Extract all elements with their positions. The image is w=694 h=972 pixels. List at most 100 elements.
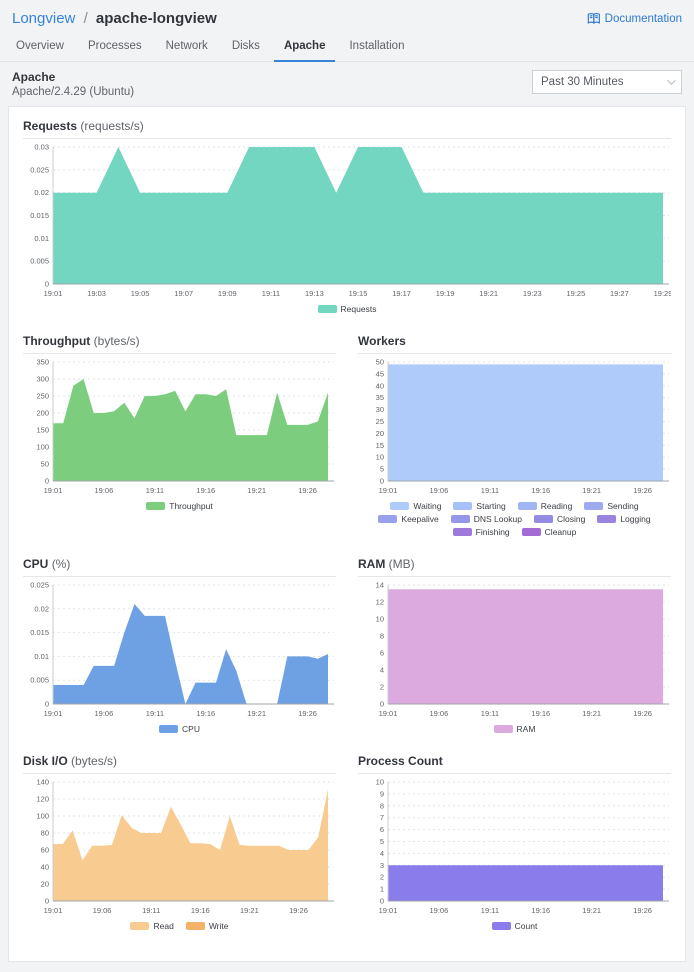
svg-text:10: 10	[376, 778, 384, 787]
svg-text:1: 1	[380, 885, 384, 894]
svg-text:5: 5	[380, 465, 384, 474]
legend-swatch	[159, 725, 178, 733]
tab-disks[interactable]: Disks	[222, 33, 270, 62]
cpu-chart-title: CPU (%)	[23, 551, 336, 577]
svg-text:8: 8	[380, 632, 384, 641]
apache-version: Apache/2.4.29 (Ubuntu)	[12, 86, 134, 98]
svg-text:15: 15	[376, 441, 384, 450]
svg-text:50: 50	[41, 460, 49, 469]
svg-text:19:11: 19:11	[262, 289, 280, 298]
chevron-down-icon	[667, 76, 675, 84]
svg-text:0.02: 0.02	[34, 604, 49, 613]
legend-item-throughput: Throughput	[146, 501, 212, 511]
svg-text:19:16: 19:16	[191, 906, 210, 915]
legend-item-write: Write	[186, 921, 229, 931]
time-range-select[interactable]: Past 30 Minutes	[532, 70, 682, 94]
tabs-bar: Overview Processes Network Disks Apache …	[0, 33, 694, 62]
svg-text:20: 20	[41, 880, 49, 889]
svg-text:19:17: 19:17	[392, 289, 411, 298]
legend-label: Reading	[541, 501, 573, 511]
svg-text:0: 0	[45, 280, 49, 289]
legend-swatch	[453, 502, 472, 510]
legend-label: Sending	[607, 501, 638, 511]
svg-text:0: 0	[380, 897, 384, 906]
tab-overview[interactable]: Overview	[6, 33, 74, 62]
breadcrumb: Longview / apache-longview	[12, 10, 217, 27]
svg-text:0: 0	[45, 897, 49, 906]
legend-swatch	[130, 922, 149, 930]
svg-text:250: 250	[36, 392, 49, 401]
svg-text:19:05: 19:05	[131, 289, 150, 298]
svg-text:0.02: 0.02	[34, 188, 49, 197]
legend-item-read: Read	[130, 921, 173, 931]
svg-text:25: 25	[376, 417, 384, 426]
svg-text:19:16: 19:16	[196, 709, 215, 718]
legend-swatch	[494, 725, 513, 733]
svg-text:19:11: 19:11	[146, 709, 164, 718]
legend-label: Read	[153, 921, 173, 931]
svg-text:100: 100	[36, 443, 49, 452]
legend-label: Logging	[620, 514, 650, 524]
svg-text:19:21: 19:21	[582, 486, 601, 495]
svg-text:0.025: 0.025	[30, 165, 49, 174]
ram-legend: RAM	[358, 724, 671, 734]
svg-text:19:06: 19:06	[93, 906, 112, 915]
svg-text:6: 6	[380, 649, 384, 658]
chart-title-text: RAM	[358, 557, 385, 571]
legend-swatch	[318, 305, 337, 313]
svg-text:19:26: 19:26	[298, 709, 317, 718]
svg-text:19:11: 19:11	[146, 486, 164, 495]
svg-text:0.03: 0.03	[34, 143, 49, 152]
svg-text:19:06: 19:06	[430, 709, 449, 718]
legend-swatch	[453, 528, 472, 536]
legend-item-count: Count	[492, 921, 538, 931]
legend-swatch	[522, 528, 541, 536]
svg-text:35: 35	[376, 393, 384, 402]
svg-text:350: 350	[36, 358, 49, 367]
svg-text:100: 100	[36, 812, 49, 821]
chart-title-text: CPU	[23, 557, 48, 571]
svg-text:30: 30	[376, 405, 384, 414]
svg-text:19:21: 19:21	[247, 709, 266, 718]
chart-title-text: Process Count	[358, 754, 443, 768]
legend-item-ram: RAM	[494, 724, 536, 734]
legend-label: Write	[209, 921, 229, 931]
svg-text:0: 0	[45, 477, 49, 486]
svg-text:19:01: 19:01	[379, 906, 398, 915]
legend-label: Finishing	[476, 527, 510, 537]
breadcrumb-longview-link[interactable]: Longview	[12, 10, 75, 27]
breadcrumb-separator: /	[84, 10, 88, 27]
legend-item-cpu: CPU	[159, 724, 200, 734]
svg-text:19:16: 19:16	[196, 486, 215, 495]
svg-text:19:06: 19:06	[430, 906, 449, 915]
legend-label: Closing	[557, 514, 585, 524]
legend-label: Cleanup	[545, 527, 577, 537]
svg-text:10: 10	[376, 615, 384, 624]
documentation-link[interactable]: Documentation	[587, 12, 682, 25]
svg-text:120: 120	[36, 795, 49, 804]
legend-item-starting: Starting	[453, 501, 505, 511]
tab-apache[interactable]: Apache	[274, 33, 336, 62]
svg-text:19:03: 19:03	[87, 289, 106, 298]
svg-text:0: 0	[380, 477, 384, 486]
svg-text:10: 10	[376, 453, 384, 462]
svg-text:3: 3	[380, 861, 384, 870]
tab-network[interactable]: Network	[156, 33, 218, 62]
svg-text:40: 40	[376, 381, 384, 390]
svg-text:19:13: 19:13	[305, 289, 324, 298]
svg-text:19:11: 19:11	[481, 906, 499, 915]
tab-installation[interactable]: Installation	[339, 33, 414, 62]
legend-label: Keepalive	[401, 514, 438, 524]
svg-text:19:21: 19:21	[582, 709, 601, 718]
svg-text:19:23: 19:23	[523, 289, 542, 298]
legend-item-sending: Sending	[584, 501, 638, 511]
tab-processes[interactable]: Processes	[78, 33, 152, 62]
svg-text:0.005: 0.005	[30, 257, 49, 266]
